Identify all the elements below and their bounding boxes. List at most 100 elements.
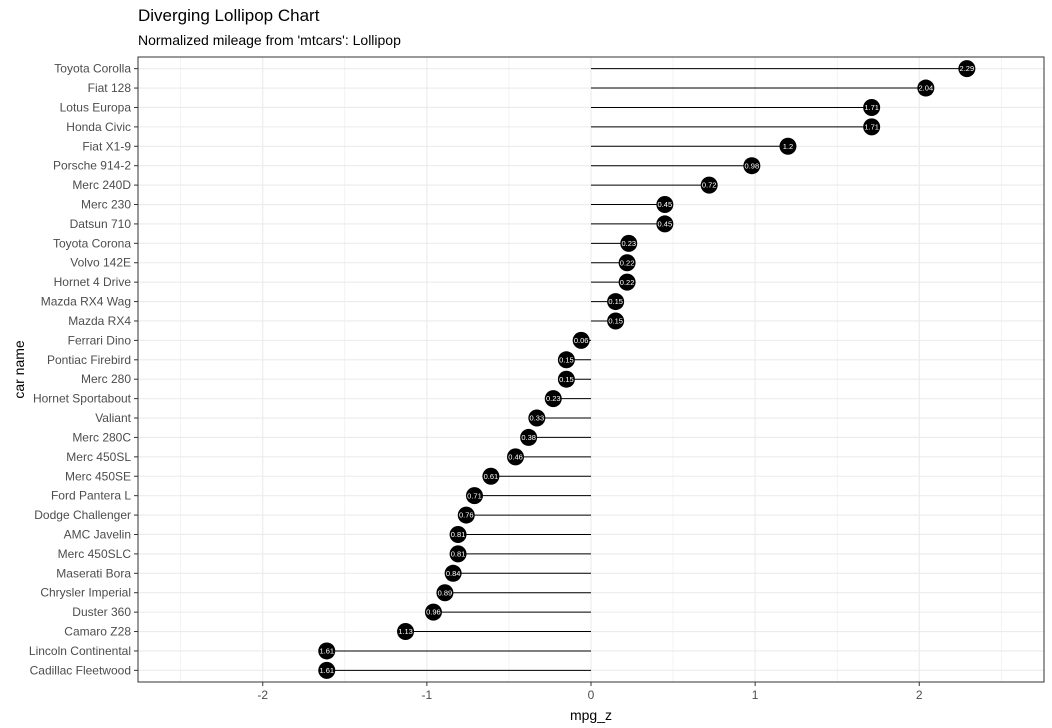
y-tick-label: Chrysler Imperial (40, 586, 131, 600)
y-tick-label: Honda Civic (66, 120, 131, 134)
data-label: 0.89 (438, 588, 453, 597)
y-tick-label: Fiat X1-9 (82, 139, 131, 153)
lollipop-point (863, 118, 881, 136)
y-tick-label: Duster 360 (72, 605, 131, 619)
y-tick-label: Lotus Europa (60, 100, 132, 114)
lollipop-point (449, 525, 467, 543)
y-tick-label: Mazda RX4 (68, 314, 131, 328)
lollipop-point (507, 448, 524, 466)
lollipop-point (424, 603, 442, 621)
y-tick-label: Ferrari Dino (68, 333, 132, 347)
lollipop-point (557, 370, 575, 388)
data-label: 0.81 (451, 549, 466, 558)
lollipop-point (482, 467, 500, 485)
data-label: 0.81 (451, 530, 466, 539)
data-label: 0.15 (608, 297, 623, 306)
lollipop-point (397, 623, 415, 641)
y-axis: Toyota Corolla Fiat 128 Lotus Europa Honda … (29, 62, 138, 677)
x-tick-label: 1 (752, 688, 759, 702)
chart-subtitle: Normalized mileage from 'mtcars': Lollip… (138, 32, 401, 48)
lollipop-point (743, 157, 761, 175)
data-label: 0.76 (459, 511, 474, 520)
lollipop-point (656, 196, 674, 214)
y-tick-label: Merc 450SE (65, 469, 131, 483)
x-axis-title: mpg_z (570, 707, 612, 723)
y-tick-label: Maserati Bora (56, 566, 131, 580)
lollipop-point (457, 506, 475, 524)
y-tick-label: Merc 450SLC (58, 547, 132, 561)
data-label: 0.38 (521, 433, 536, 442)
lollipop-point (958, 60, 976, 78)
data-label: 0.22 (620, 278, 635, 287)
y-tick-label: Merc 450SL (66, 450, 131, 464)
y-tick-label: Porsche 914-2 (53, 159, 131, 173)
data-label: 0.45 (658, 220, 673, 229)
x-axis: -2 -1 0 1 2 (257, 682, 923, 702)
data-label: 0.23 (546, 394, 561, 403)
lollipop-point (656, 215, 674, 233)
y-tick-label: Valiant (95, 411, 131, 425)
data-label: 0.23 (621, 239, 636, 248)
y-tick-label: Volvo 142E (70, 256, 131, 270)
lollipop-point (620, 234, 638, 252)
data-label: 0.06 (574, 336, 589, 345)
lollipop-point (779, 137, 797, 155)
data-label: 0.61 (484, 472, 499, 481)
data-label: 0.45 (658, 200, 673, 209)
points (318, 60, 976, 679)
y-tick-label: Fiat 128 (88, 81, 132, 95)
y-tick-label: Hornet 4 Drive (54, 275, 132, 289)
data-label: 1.61 (319, 647, 334, 656)
lollipop-point (557, 351, 575, 369)
y-tick-label: Hornet Sportabout (33, 392, 132, 406)
data-label: 2.29 (960, 64, 975, 73)
data-label: 0.33 (530, 414, 545, 423)
data-labels: 2.29 2.04 1.71 1.71 1.2 0.98 0.72 0.45 0.45 0.23 0… (319, 64, 974, 675)
y-tick-label: Pontiac Firebird (47, 353, 131, 367)
data-label: 0.22 (620, 258, 635, 267)
y-tick-label: Merc 280 (81, 372, 131, 386)
lollipop-point (528, 409, 546, 427)
data-label: 2.04 (919, 84, 934, 93)
data-label: 0.46 (508, 452, 523, 461)
x-tick-label: -2 (257, 688, 268, 702)
lollipop-point (863, 98, 881, 116)
lollipop-point (572, 331, 590, 349)
lollipop-point (607, 312, 625, 330)
lollipop-point (544, 390, 562, 408)
lollipop-point (318, 661, 336, 679)
y-tick-label: Lincoln Continental (29, 644, 131, 658)
data-label: 0.72 (702, 181, 717, 190)
x-tick-label: 2 (916, 688, 923, 702)
y-tick-label: Toyota Corona (53, 236, 131, 250)
data-label: 0.71 (467, 491, 482, 500)
data-label: 1.71 (864, 122, 879, 131)
data-label: 1.61 (319, 666, 334, 675)
y-tick-label: Ford Pantera L (51, 489, 131, 503)
y-tick-label: Cadillac Fleetwood (30, 663, 131, 677)
lollipop-point (318, 642, 336, 660)
x-tick-label: 0 (588, 688, 595, 702)
y-tick-label: Merc 280C (72, 430, 131, 444)
data-label: 0.15 (608, 317, 623, 326)
y-tick-label: Merc 240D (72, 178, 131, 192)
lollipop-point (618, 273, 636, 291)
y-tick-label: Merc 230 (81, 198, 131, 212)
data-label: 1.2 (783, 142, 793, 151)
y-tick-label: AMC Javelin (64, 527, 131, 541)
data-label: 1.13 (398, 627, 413, 636)
y-tick-label: Dodge Challenger (34, 508, 131, 522)
lollipop-point (520, 428, 538, 446)
data-label: 0.15 (559, 375, 574, 384)
lollipop-point (449, 545, 467, 563)
data-label: 1.71 (864, 103, 879, 112)
y-tick-label: Toyota Corolla (54, 62, 131, 76)
y-axis-title: car name (11, 340, 27, 399)
lollipop-point (700, 176, 718, 194)
data-label: 0.15 (559, 355, 574, 364)
lollipop-point (618, 254, 636, 272)
data-label: 0.96 (426, 608, 441, 617)
y-tick-label: Camaro Z28 (64, 625, 131, 639)
lollipop-point (465, 487, 483, 505)
